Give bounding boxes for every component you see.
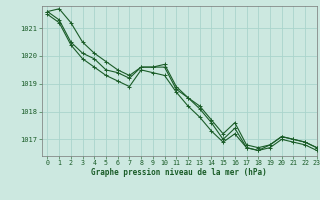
X-axis label: Graphe pression niveau de la mer (hPa): Graphe pression niveau de la mer (hPa) xyxy=(91,168,267,177)
